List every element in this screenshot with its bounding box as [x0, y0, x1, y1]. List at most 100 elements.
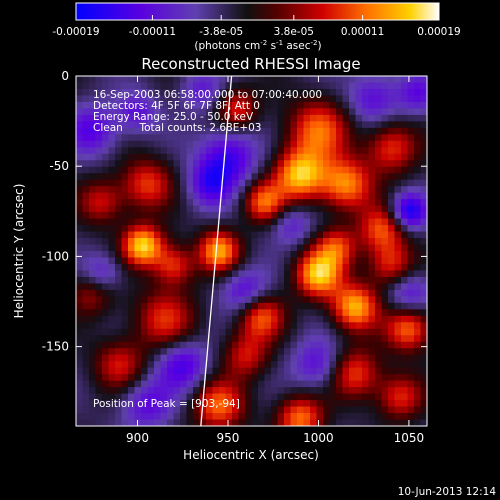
- heatmap-cell: [303, 225, 311, 233]
- heatmap-cell: [414, 361, 422, 369]
- heatmap-cell: [381, 419, 389, 426]
- heatmap-cell: [323, 309, 331, 317]
- heatmap-cell: [115, 88, 123, 97]
- heatmap-cell: [212, 212, 220, 220]
- heatmap-cell: [336, 413, 344, 421]
- heatmap-cell: [212, 257, 220, 265]
- heatmap-cell: [167, 166, 175, 174]
- heatmap-cell: [180, 166, 188, 174]
- heatmap-cell: [154, 348, 162, 356]
- heatmap-cell: [186, 341, 194, 349]
- heatmap-cell: [375, 186, 383, 194]
- heatmap-cell: [147, 140, 155, 148]
- heatmap-cell: [284, 179, 292, 187]
- heatmap-cell: [219, 374, 227, 382]
- heatmap-cell: [316, 88, 324, 97]
- heatmap-cell: [401, 225, 409, 233]
- heatmap-cell: [115, 134, 123, 142]
- heatmap-cell: [414, 406, 422, 414]
- heatmap-cell: [102, 231, 110, 239]
- heatmap-cell: [154, 361, 162, 369]
- heatmap-cell: [232, 238, 240, 246]
- heatmap-cell: [134, 108, 142, 116]
- heatmap-cell: [414, 160, 422, 168]
- heatmap-cell: [121, 328, 129, 336]
- x-axis-label: Heliocentric X (arcsec): [183, 448, 319, 462]
- heatmap-cell: [349, 296, 357, 304]
- heatmap-cell: [368, 400, 376, 408]
- heatmap-cell: [147, 101, 155, 110]
- heatmap-cell: [121, 296, 129, 304]
- heatmap-cell: [310, 134, 318, 142]
- heatmap-cell: [336, 406, 344, 414]
- heatmap-cell: [89, 192, 97, 200]
- heatmap-cell: [277, 244, 285, 252]
- heatmap-cell: [414, 387, 422, 395]
- heatmap-cell: [303, 160, 311, 168]
- heatmap-cell: [342, 257, 350, 265]
- heatmap-cell: [258, 257, 266, 265]
- heatmap-cell: [95, 114, 103, 122]
- heatmap-cell: [186, 140, 194, 148]
- heatmap-cell: [121, 231, 129, 239]
- heatmap-cell: [225, 192, 233, 200]
- heatmap-cell: [128, 88, 136, 97]
- heatmap-cell: [297, 328, 305, 336]
- heatmap-cell: [349, 225, 357, 233]
- heatmap-cell: [407, 95, 415, 103]
- heatmap-cell: [115, 315, 123, 323]
- heatmap-cell: [290, 354, 298, 362]
- heatmap-cell: [394, 88, 402, 97]
- heatmap-cell: [245, 413, 253, 421]
- heatmap-cell: [420, 380, 427, 388]
- heatmap-cell: [329, 361, 337, 369]
- heatmap-cell: [277, 199, 285, 207]
- heatmap-cell: [264, 341, 272, 349]
- heatmap-cell: [258, 393, 266, 401]
- heatmap-cell: [76, 413, 84, 421]
- heatmap-cell: [141, 367, 149, 375]
- heatmap-cell: [121, 335, 129, 343]
- heatmap-cell: [89, 166, 97, 174]
- heatmap-cell: [141, 101, 149, 110]
- heatmap-cell: [115, 374, 123, 382]
- heatmap-cell: [394, 296, 402, 304]
- heatmap-cell: [414, 108, 422, 116]
- heatmap-cell: [394, 328, 402, 336]
- heatmap-cell: [225, 218, 233, 226]
- heatmap-cell: [381, 166, 389, 174]
- heatmap-cell: [102, 348, 110, 356]
- heatmap-cell: [362, 199, 370, 207]
- heatmap-cell: [414, 153, 422, 161]
- heatmap-cell: [102, 95, 110, 103]
- heatmap-cell: [284, 322, 292, 330]
- heatmap-cell: [420, 335, 427, 343]
- heatmap-cell: [284, 387, 292, 395]
- heatmap-cell: [141, 322, 149, 330]
- heatmap-cell: [258, 88, 266, 97]
- heatmap-cell: [362, 153, 370, 161]
- heatmap-cell: [323, 114, 331, 122]
- annotation-peak: Position of Peak = [903,-94]: [93, 398, 240, 410]
- heatmap-cell: [401, 387, 409, 395]
- heatmap-cell: [134, 114, 142, 122]
- heatmap-cell: [264, 387, 272, 395]
- heatmap-cell: [212, 199, 220, 207]
- heatmap-cell: [303, 315, 311, 323]
- heatmap-cell: [82, 419, 90, 426]
- heatmap-cell: [232, 166, 240, 174]
- heatmap-cell: [349, 199, 357, 207]
- heatmap-cell: [271, 101, 279, 110]
- heatmap-cell: [245, 361, 253, 369]
- heatmap-cell: [381, 225, 389, 233]
- heatmap-cell: [180, 173, 188, 181]
- heatmap-cell: [186, 419, 194, 426]
- heatmap-cell: [115, 257, 123, 265]
- heatmap-cell: [245, 153, 253, 161]
- heatmap-cell: [316, 283, 324, 291]
- heatmap-cell: [89, 348, 97, 356]
- heatmap-cell: [108, 108, 116, 116]
- heatmap-cell: [271, 160, 279, 168]
- heatmap-cell: [368, 244, 376, 252]
- heatmap-cell: [258, 322, 266, 330]
